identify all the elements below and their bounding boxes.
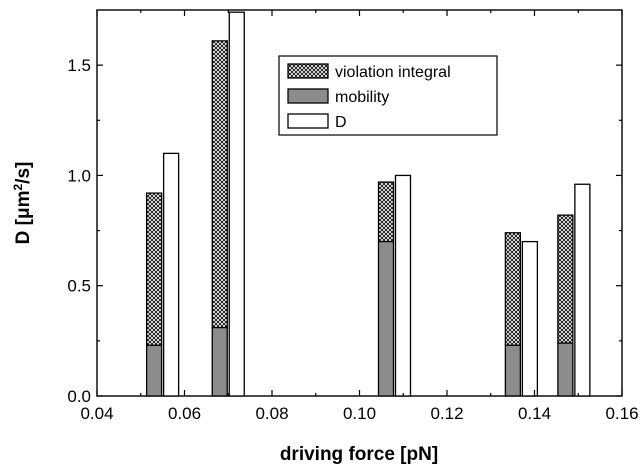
legend: violation integral mobility D	[278, 55, 498, 136]
y-tick-label: 1.0	[67, 166, 91, 185]
legend-label-d: D	[335, 114, 347, 131]
bar-mobility	[557, 342, 574, 397]
bar-violation-integral	[211, 40, 228, 329]
bar-violation-integral	[557, 214, 574, 344]
bar-violation-integral	[377, 181, 395, 243]
bars	[145, 11, 591, 397]
x-tick-label: 0.04	[80, 404, 113, 423]
legend-label-mobility: mobility	[335, 89, 389, 106]
bar-mobility	[211, 326, 228, 397]
y-tick-label: 0.0	[67, 387, 91, 406]
x-tick-label: 0.06	[168, 404, 201, 423]
bar-violation-integral	[145, 192, 163, 346]
bar-mobility	[504, 344, 522, 397]
bar-d	[228, 11, 245, 397]
x-tick-label: 0.16	[605, 404, 638, 423]
x-tick-label: 0.12	[430, 404, 463, 423]
bar-d	[162, 152, 180, 397]
y-axis-title-base: D [μm	[13, 191, 34, 245]
bar-mobility	[377, 240, 395, 397]
y-axis-title: D [μm2/s]	[11, 162, 34, 245]
y-axis-title-tail: /s]	[13, 162, 34, 184]
y-axis-title-sup: 2	[11, 184, 25, 191]
y-tick-label: 1.5	[67, 56, 91, 75]
bar-violation-integral	[504, 232, 522, 346]
bar-mobility	[145, 344, 163, 397]
x-tick-label: 0.08	[255, 404, 288, 423]
bar-d	[394, 174, 412, 397]
x-tick-label: 0.10	[343, 404, 376, 423]
legend-swatch-mobility	[287, 88, 329, 104]
legend-label-violation: violation integral	[335, 64, 451, 81]
x-axis-ticks: 0.04 0.06 0.08 0.10 0.12 0.14 0.16	[80, 10, 639, 423]
legend-swatch-violation	[287, 63, 329, 79]
bar-d	[574, 183, 591, 397]
x-tick-label: 0.14	[518, 404, 551, 423]
bar-d	[521, 240, 539, 397]
y-axis-ticks: 0.0 0.5 1.0 1.5	[67, 56, 622, 406]
legend-swatch-d	[287, 113, 329, 129]
x-axis-title: driving force [pN]	[280, 444, 438, 465]
y-tick-label: 0.5	[67, 277, 91, 296]
